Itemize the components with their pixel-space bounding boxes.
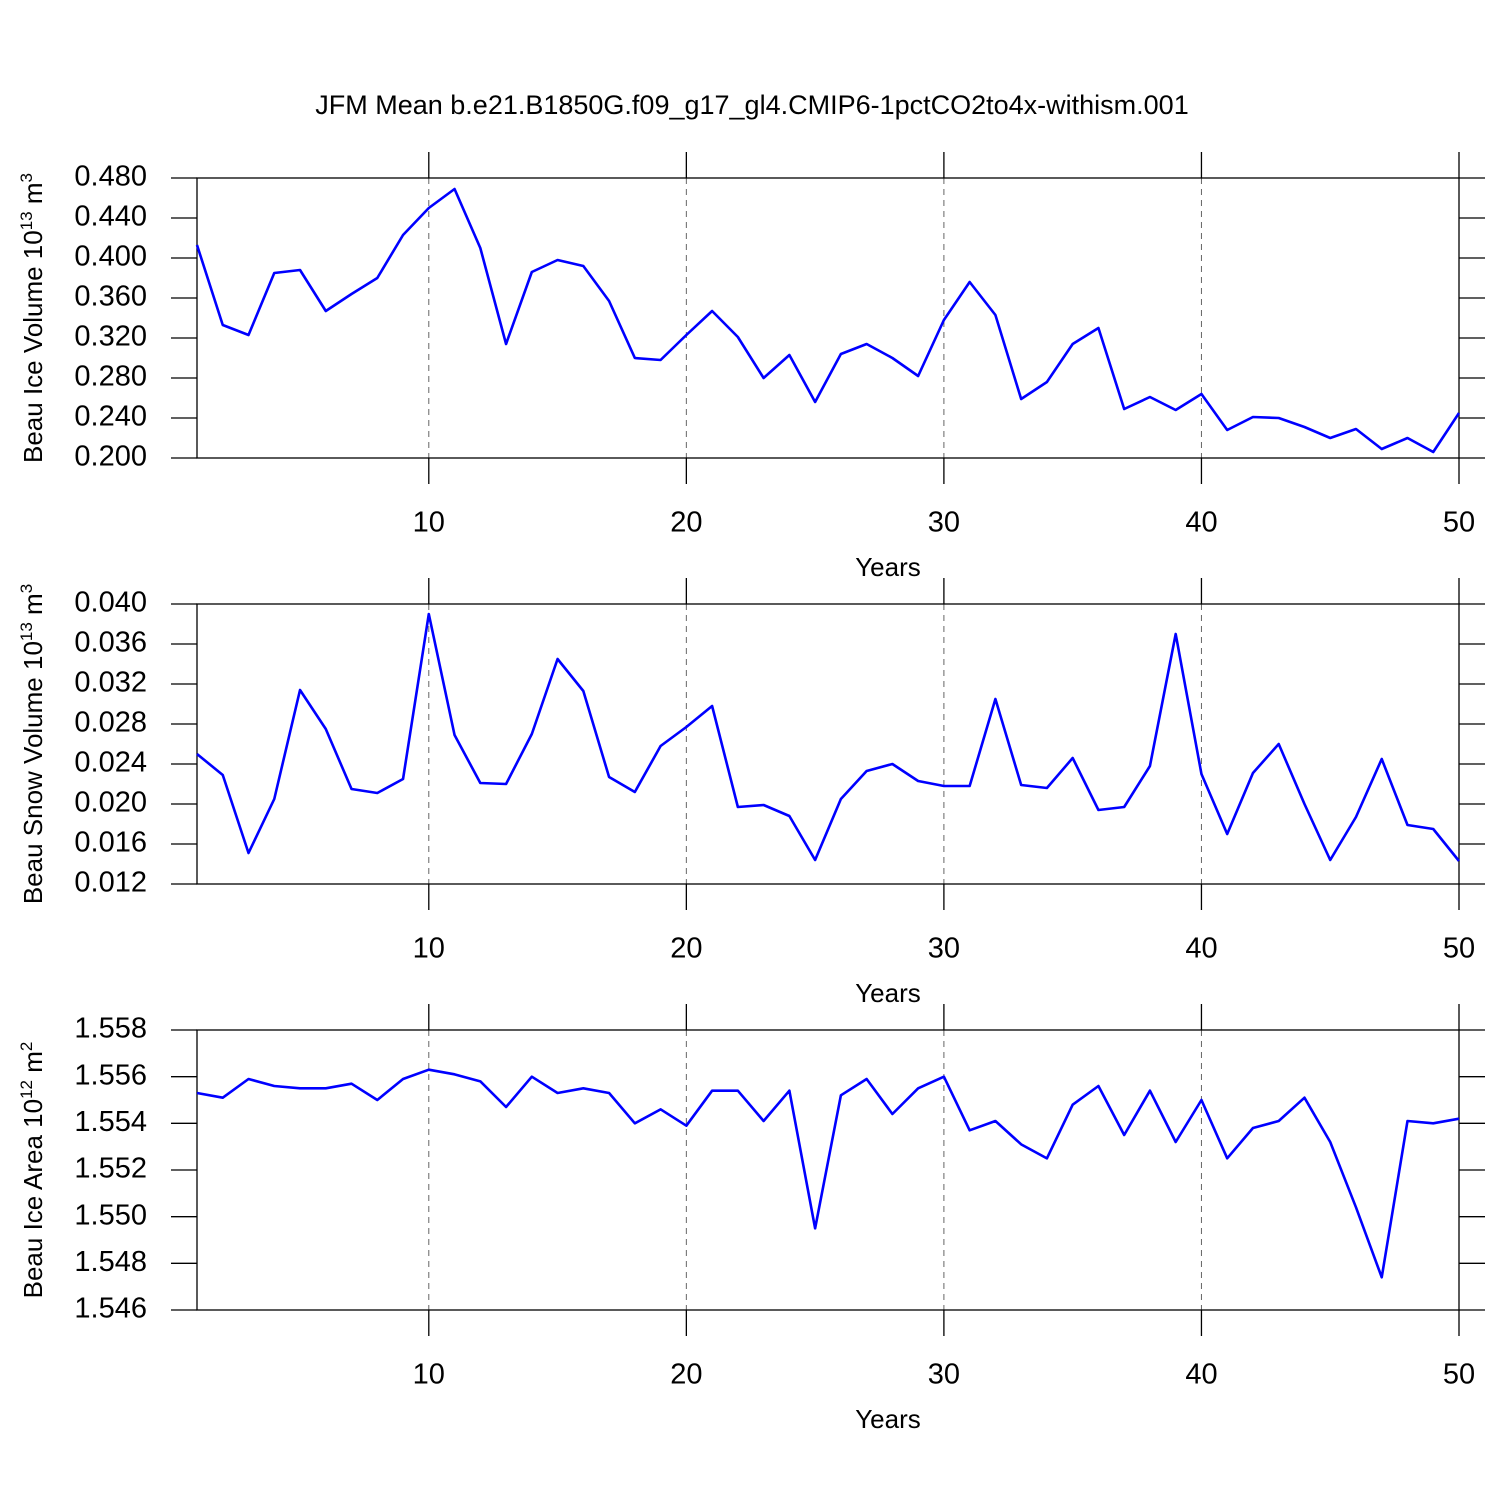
- x-axis-label: Years: [855, 1404, 921, 1434]
- y-tick-label: 1.552: [74, 1153, 147, 1185]
- y-tick-label: 1.550: [74, 1199, 147, 1231]
- y-axis-label-unit: m: [18, 1051, 48, 1080]
- y-axis-label-text: Beau Snow Volume 10: [18, 641, 48, 904]
- y-axis-label-exp: 13: [17, 622, 36, 641]
- data-line: [196, 612, 1461, 862]
- y-axis-label: Beau Ice Volume 1013 m3: [17, 173, 48, 463]
- y-axis-label: Beau Snow Volume 1013 m3: [17, 584, 48, 904]
- x-tick-label: 20: [670, 1359, 702, 1391]
- x-axis-label: Years: [855, 552, 921, 582]
- x-tick-label: 30: [928, 933, 960, 965]
- x-tick-label: 40: [1185, 1359, 1217, 1391]
- x-tick-label: 50: [1443, 1359, 1475, 1391]
- x-tick-label: 50: [1443, 933, 1475, 965]
- y-tick-label: 1.558: [74, 1013, 147, 1045]
- y-axis-label-unit-exp: 2: [17, 1042, 36, 1051]
- y-tick-label: 0.280: [74, 361, 147, 393]
- y-tick-label: 1.548: [74, 1246, 147, 1278]
- y-tick-label: 0.020: [74, 787, 147, 819]
- y-axis-label-unit-exp: 3: [17, 173, 36, 182]
- y-tick-label: 0.440: [74, 201, 147, 233]
- y-axis-label-unit: m: [18, 182, 48, 211]
- y-tick-label: 1.556: [74, 1059, 147, 1091]
- plot-frame: [196, 1029, 1460, 1311]
- y-tick-label: 0.040: [74, 587, 147, 619]
- y-tick-label: 0.036: [74, 627, 147, 659]
- y-axis-label-text: Beau Ice Area 10: [18, 1099, 48, 1298]
- y-tick-label: 0.400: [74, 241, 147, 273]
- x-tick-label: 30: [928, 507, 960, 539]
- y-tick-label: 0.024: [74, 747, 147, 779]
- y-tick-label: 0.200: [74, 441, 147, 473]
- x-tick-label: 10: [413, 933, 445, 965]
- x-tick-label: 20: [670, 507, 702, 539]
- x-tick-label: 10: [413, 1359, 445, 1391]
- y-tick-label: 1.546: [74, 1293, 147, 1325]
- y-tick-label: 0.320: [74, 321, 147, 353]
- x-tick-label: 40: [1185, 507, 1217, 539]
- y-tick-label: 0.032: [74, 667, 147, 699]
- y-axis-label: Beau Ice Area 1012 m2: [17, 1042, 48, 1299]
- y-tick-label: 1.554: [74, 1106, 147, 1138]
- y-tick-label: 0.240: [74, 401, 147, 433]
- y-axis-label-text: Beau Ice Volume 10: [18, 230, 48, 463]
- data-line: [195, 187, 1461, 454]
- x-tick-label: 10: [413, 507, 445, 539]
- plot-frame: [196, 177, 1460, 459]
- y-tick-label: 0.012: [74, 867, 147, 899]
- y-tick-label: 0.016: [74, 827, 147, 859]
- y-axis-label-exp: 12: [17, 1080, 36, 1099]
- y-tick-label: 0.028: [74, 707, 147, 739]
- y-axis-label-exp: 13: [17, 211, 36, 230]
- y-tick-label: 0.360: [74, 281, 147, 313]
- plot-frame: [196, 603, 1460, 885]
- x-tick-label: 30: [928, 1359, 960, 1391]
- x-tick-label: 20: [670, 933, 702, 965]
- y-axis-label-unit-exp: 3: [17, 584, 36, 593]
- x-tick-label: 50: [1443, 507, 1475, 539]
- data-line: [196, 1068, 1460, 1279]
- y-tick-label: 0.480: [74, 161, 147, 193]
- x-axis-label: Years: [855, 978, 921, 1008]
- page-title: JFM Mean b.e21.B1850G.f09_g17_gl4.CMIP6-…: [315, 90, 1188, 120]
- y-axis-label-unit: m: [18, 593, 48, 622]
- x-tick-label: 40: [1185, 933, 1217, 965]
